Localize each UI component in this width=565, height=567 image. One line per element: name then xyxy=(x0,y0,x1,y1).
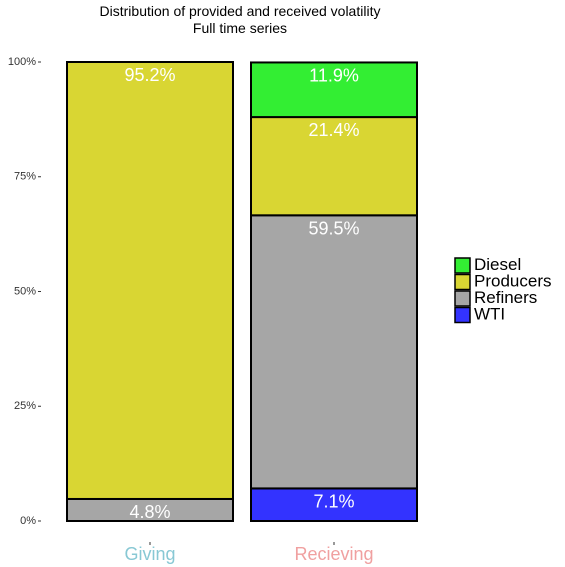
legend-label-diesel: Diesel xyxy=(474,255,521,274)
legend-key-producers xyxy=(454,273,471,291)
bar-segment-producers-recieving xyxy=(250,116,418,217)
bar-value-label: 59.5% xyxy=(308,218,359,238)
x-tick-label-recieving: Recieving xyxy=(294,544,373,564)
legend-label-producers: Producers xyxy=(474,271,551,290)
bar-value-label: 21.4% xyxy=(308,120,359,140)
bar-value-label: 7.1% xyxy=(313,491,354,511)
bar-segment-producers-giving xyxy=(66,61,234,500)
legend-key-refiners xyxy=(454,290,471,307)
chart-subtitle: Full time series xyxy=(193,20,287,36)
bar-value-label: 11.9% xyxy=(309,65,359,85)
y-tick-label: 100% xyxy=(8,56,36,68)
y-axis: 0% 25% 50% 75% 100% xyxy=(8,56,41,527)
y-tick-label: 0% xyxy=(20,515,36,527)
bar-labels: 4.8% 95.2% 7.1% 59.5% 21.4% 11.9% xyxy=(124,65,359,522)
x-axis: Giving Recieving xyxy=(124,542,374,564)
legend-label-wti: WTI xyxy=(474,304,505,323)
y-tick-label: 25% xyxy=(14,400,36,412)
legend-key-diesel xyxy=(454,257,471,274)
legend-label-refiners: Refiners xyxy=(474,288,537,307)
bar-segment-diesel-recieving xyxy=(250,61,418,119)
chart-title: Distribution of provided and received vo… xyxy=(100,3,381,19)
bar-segment-refiners-recieving xyxy=(250,214,418,490)
bars xyxy=(66,61,418,523)
y-tick-label: 75% xyxy=(14,171,36,183)
y-tick-label: 50% xyxy=(14,285,36,297)
bar-segment-wti-recieving xyxy=(250,487,418,523)
x-tick-label-giving: Giving xyxy=(124,544,175,564)
bar-value-label: 4.8% xyxy=(129,502,170,522)
legend-key-wti xyxy=(454,306,471,324)
bar-value-label: 95.2% xyxy=(124,65,175,85)
